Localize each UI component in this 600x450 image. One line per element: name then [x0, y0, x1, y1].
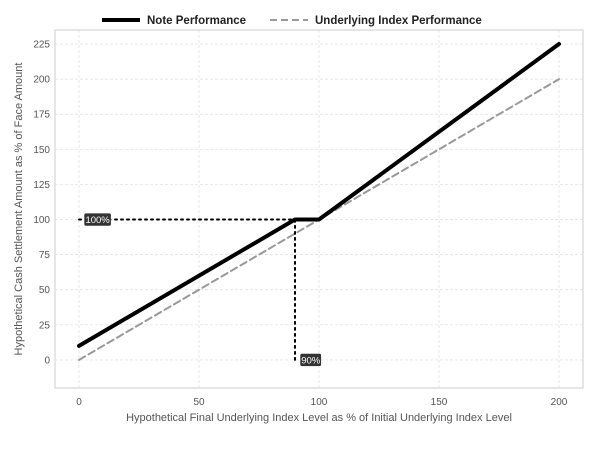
x-tick-label-200: 200 [551, 397, 568, 408]
y-tick-label-150: 150 [33, 145, 50, 156]
x-axis-title: Hypothetical Final Underlying Index Leve… [126, 412, 512, 424]
annotation-label-100pct: 100% [83, 212, 112, 227]
y-tick-label-125: 125 [33, 180, 50, 191]
legend-item-underlying-index-performance: Underlying Index Performance [270, 15, 482, 27]
y-tick-label-175: 175 [33, 110, 50, 121]
y-axis-title: Hypothetical Cash Settlement Amount as %… [13, 63, 25, 356]
annotation-label-box [83, 212, 112, 227]
series-lines [77, 42, 561, 361]
y-tick-label-100: 100 [33, 215, 50, 226]
legend-label: Note Performance [147, 15, 246, 27]
annotations: 100% 90% [78, 212, 322, 367]
y-tick-label-225: 225 [33, 40, 50, 51]
x-axis-ticks: 0 50 100 150 200 [76, 397, 568, 408]
legend: Note Performance Underlying Index Perform… [102, 15, 482, 27]
annotation-label-box [299, 353, 322, 367]
annotation-label-90pct: 90% [299, 353, 322, 367]
y-axis-ticks: 0 25 50 75 100 125 150 175 200 225 [33, 40, 50, 367]
annotation-label-text: 100% [85, 215, 110, 226]
y-tick-label-50: 50 [39, 285, 51, 296]
x-tick-label-0: 0 [76, 397, 82, 408]
legend-label: Underlying Index Performance [315, 15, 482, 27]
y-tick-label-0: 0 [44, 355, 50, 366]
x-tick-label-50: 50 [193, 397, 205, 408]
y-tick-label-200: 200 [33, 75, 50, 86]
y-tick-label-75: 75 [39, 250, 51, 261]
legend-item-note-performance: Note Performance [102, 15, 246, 27]
x-tick-label-150: 150 [431, 397, 448, 408]
series-line-note-performance [77, 42, 561, 348]
x-tick-label-100: 100 [311, 397, 328, 408]
annotation-label-text: 90% [301, 355, 321, 366]
y-tick-label-25: 25 [39, 320, 51, 331]
gridlines [55, 30, 583, 388]
